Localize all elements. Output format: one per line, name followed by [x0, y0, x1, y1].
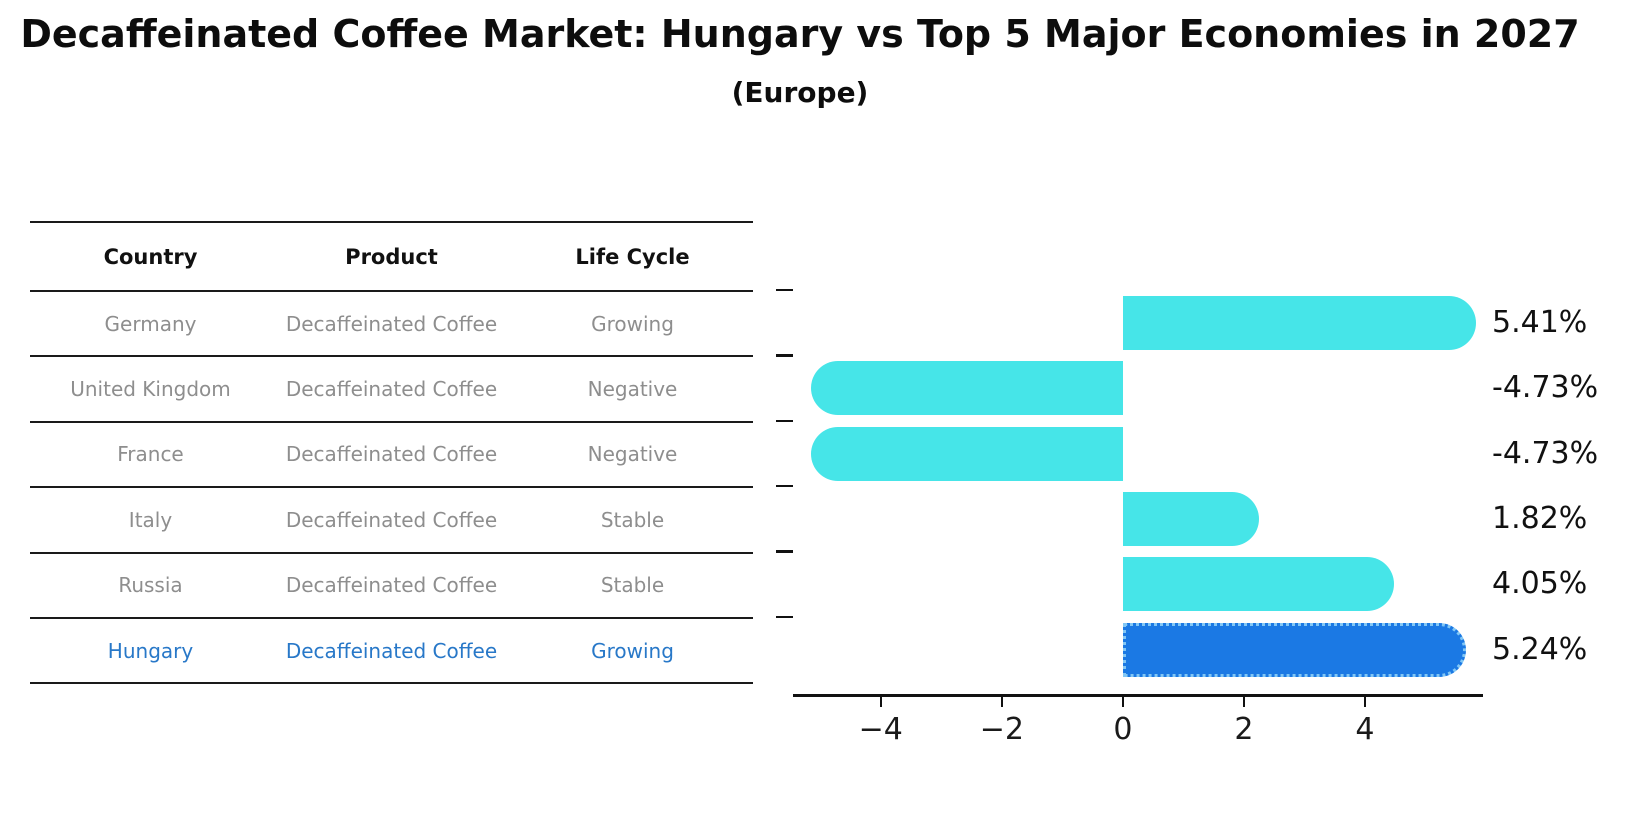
data-table: Country Product Life Cycle Germany Decaffei…	[30, 221, 753, 685]
product-cell: Decaffeinated Coffee	[285, 311, 498, 336]
table-row-germany: Germany Decaffeinated Coffee Growing	[30, 292, 753, 358]
bar-value-label: -4.73%	[1492, 435, 1599, 471]
x-axis-tick	[879, 697, 882, 707]
product-cell: Decaffeinated Coffee	[285, 507, 498, 532]
bar-france	[810, 426, 1123, 481]
y-axis-tick	[776, 615, 793, 619]
product-cell: Decaffeinated Coffee	[285, 638, 498, 663]
life-cycle-cell: Growing	[591, 311, 674, 336]
bar-united-kingdom	[810, 361, 1123, 416]
table-row-hungary: Hungary Decaffeinated Coffee Growing	[30, 619, 753, 685]
x-axis-tick	[1000, 697, 1004, 707]
bar-value-label: 5.41%	[1492, 304, 1588, 340]
y-axis-tick	[776, 484, 793, 488]
x-axis-tick-label: 2	[1234, 712, 1254, 747]
bar-germany	[1122, 295, 1477, 350]
x-axis-tick	[1363, 697, 1367, 707]
product-cell: Decaffeinated Coffee	[285, 377, 498, 402]
x-axis-tick-label: −4	[858, 712, 903, 747]
y-axis-tick	[776, 550, 793, 553]
bar-hungary	[1122, 622, 1467, 677]
bar-italy	[1122, 491, 1260, 546]
country-cell: Russia	[118, 573, 183, 598]
x-axis-line	[793, 694, 1483, 697]
table-row-russia: Russia Decaffeinated Coffee Stable	[30, 554, 753, 619]
table-row-united-kingdom: United Kingdom Decaffeinated Coffee Negati…	[30, 357, 753, 423]
table-header-life-cycle: Life Cycle	[575, 244, 690, 269]
bar-value-label: 5.24%	[1492, 631, 1588, 667]
country-cell: United Kingdom	[70, 377, 231, 402]
x-axis-tick-label: −2	[979, 712, 1024, 747]
table-row-italy: Italy Decaffeinated Coffee Stable	[30, 488, 753, 554]
chart-title: Decaffeinated Coffee Market: Hungary vs …	[20, 12, 1580, 56]
table-header-row: Country Product Life Cycle	[30, 223, 753, 292]
country-cell: Italy	[128, 507, 173, 532]
life-cycle-cell: Stable	[600, 507, 665, 532]
product-cell: Decaffeinated Coffee	[285, 442, 498, 467]
x-axis-tick-label: 0	[1113, 712, 1133, 747]
x-axis-tick	[1121, 697, 1125, 707]
table-row-france: France Decaffeinated Coffee Negative	[30, 423, 753, 489]
x-axis-tick-label: 4	[1355, 712, 1375, 747]
chart-subtitle: (Europe)	[731, 76, 869, 109]
life-cycle-cell: Stable	[600, 573, 665, 598]
bar-value-label: -4.73%	[1492, 370, 1599, 406]
bar-value-label: 1.82%	[1492, 500, 1588, 536]
life-cycle-cell: Growing	[591, 638, 674, 663]
bar-value-label: 4.05%	[1492, 566, 1588, 602]
life-cycle-cell: Negative	[587, 377, 678, 402]
y-axis-tick	[776, 354, 793, 357]
table-header-country: Country	[103, 244, 198, 269]
country-cell: Hungary	[107, 638, 194, 663]
table-header-product: Product	[345, 244, 438, 269]
y-axis-tick	[776, 288, 793, 292]
y-axis-tick	[776, 419, 793, 423]
product-cell: Decaffeinated Coffee	[285, 573, 498, 598]
country-cell: France	[117, 442, 184, 467]
country-cell: Germany	[104, 311, 197, 336]
x-axis-tick	[1242, 697, 1246, 707]
bar-russia	[1122, 557, 1394, 612]
life-cycle-cell: Negative	[587, 442, 678, 467]
